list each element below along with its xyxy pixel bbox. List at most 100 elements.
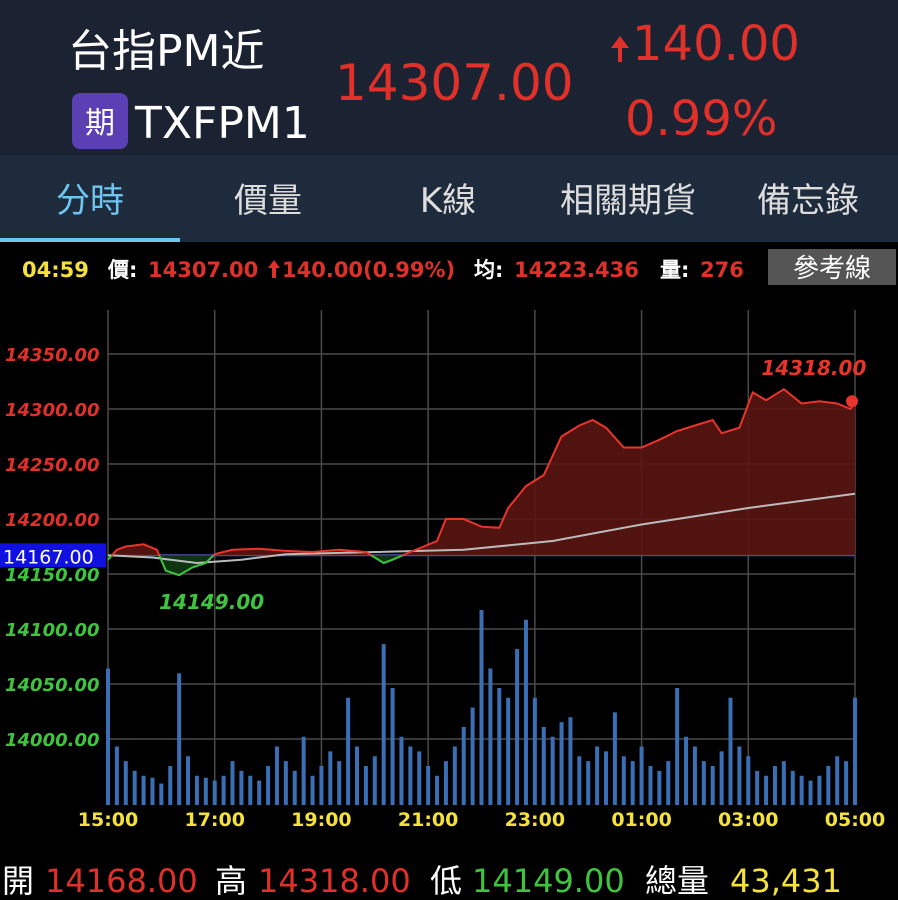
badge: 期 xyxy=(85,106,115,141)
header-bg xyxy=(0,0,898,155)
volume-bar xyxy=(781,761,786,805)
tab[interactable]: K線 xyxy=(420,181,476,221)
volume-bar xyxy=(853,697,857,805)
volume-bar xyxy=(417,751,422,805)
reference-label-bg xyxy=(0,543,106,568)
volume-bar xyxy=(141,775,146,805)
y-tick-label: 14150.00 xyxy=(5,565,100,586)
volume-bar xyxy=(550,736,555,805)
footer-label: 低 xyxy=(430,862,462,900)
price: 14307.00 xyxy=(335,54,574,112)
volume-bar xyxy=(123,761,128,805)
volume-bar xyxy=(790,770,795,805)
volume-bar xyxy=(186,756,191,805)
title: 台指PM近 xyxy=(68,26,265,77)
volume-bar xyxy=(435,775,440,805)
info-label: 價: xyxy=(107,258,137,282)
info-label: 均: xyxy=(474,258,503,282)
volume-bar xyxy=(639,746,644,805)
max-label: 14318.00 xyxy=(761,356,866,380)
volume-bar xyxy=(710,766,715,805)
footer-label: 開 xyxy=(2,862,34,900)
volume-bar xyxy=(666,761,671,805)
info-change: 140.00(0.99%) xyxy=(282,258,455,282)
badge-bg xyxy=(72,93,128,149)
volume-bar xyxy=(399,736,404,805)
volume-bar xyxy=(817,775,822,805)
volume-bar xyxy=(621,756,626,805)
volume-bar xyxy=(310,775,315,805)
info-vol: 276 xyxy=(700,258,744,282)
volume-bar xyxy=(266,766,271,805)
info-label: 量: xyxy=(660,258,689,282)
x-tick-label: 01:00 xyxy=(611,809,671,831)
volume-bar xyxy=(132,770,137,805)
volume-bar xyxy=(657,770,662,805)
volume-bar xyxy=(595,746,600,805)
volume-bar xyxy=(835,756,840,805)
volume-bar xyxy=(497,688,502,805)
x-tick-label: 23:00 xyxy=(505,809,565,831)
x-tick-label: 21:00 xyxy=(398,809,458,831)
volume-bar xyxy=(488,668,493,805)
volume-bar xyxy=(159,783,164,805)
tab-bar xyxy=(0,155,898,242)
footer-low: 14149.00 xyxy=(472,862,625,900)
volume-bar xyxy=(799,775,804,805)
volume-bar xyxy=(586,761,591,805)
volume-bar xyxy=(203,777,208,805)
volume-bar xyxy=(150,777,155,805)
tab[interactable]: 分時 xyxy=(56,181,124,221)
volume-bar xyxy=(274,746,279,805)
ref-button-bg[interactable] xyxy=(768,249,896,285)
x-tick-label: 17:00 xyxy=(184,809,244,831)
volume-bar xyxy=(194,775,199,805)
volume-bar xyxy=(319,766,324,805)
min-label: 14149.00 xyxy=(159,590,264,614)
y-tick-label: 14000.00 xyxy=(5,730,100,751)
volume-bar xyxy=(604,751,608,805)
volume-bar xyxy=(684,736,689,805)
footer-high: 14318.00 xyxy=(258,862,411,900)
info-time: 04:59 xyxy=(22,258,89,282)
volume-bar xyxy=(577,756,582,805)
volume-bar xyxy=(443,761,448,805)
volume-bar xyxy=(221,775,226,805)
volume-bar xyxy=(630,761,635,805)
volume-bar xyxy=(346,697,351,805)
volume-bar xyxy=(470,707,475,805)
volume-bar xyxy=(568,717,573,805)
volume-bar xyxy=(212,780,217,805)
x-tick-label: 05:00 xyxy=(825,809,885,831)
volume-bar xyxy=(408,746,413,805)
volume-bar xyxy=(355,746,359,805)
tab[interactable]: 備忘錄 xyxy=(757,181,859,221)
volume-bar xyxy=(372,756,377,805)
change: 140.00 xyxy=(632,16,800,72)
volume-bar xyxy=(515,649,520,805)
volume-bar xyxy=(692,746,697,805)
volume-bar xyxy=(168,766,173,805)
volume-bar xyxy=(390,688,395,805)
volume-bar xyxy=(230,761,235,805)
volume-bar xyxy=(337,761,342,805)
volume-bar xyxy=(426,766,431,805)
ref-button[interactable]: 參考線 xyxy=(793,254,871,284)
volume-bar xyxy=(283,761,288,805)
volume-bar xyxy=(239,770,244,805)
volume-bar xyxy=(764,775,769,805)
volume-bar xyxy=(541,727,546,805)
volume-bar xyxy=(292,770,297,805)
tab-underline xyxy=(0,238,180,242)
volume-bar xyxy=(114,746,119,805)
volume-bar xyxy=(701,761,706,805)
footer-label: 高 xyxy=(215,862,247,900)
x-tick-label: 03:00 xyxy=(718,809,778,831)
volume-bar xyxy=(675,688,680,805)
tab[interactable]: 相關期貨 xyxy=(560,181,696,221)
volume-bar xyxy=(737,746,742,805)
tab[interactable]: 價量 xyxy=(234,181,302,221)
chart: 14350.00 14300.00 14250.00 14200.00 14150.00… xyxy=(0,310,885,831)
volume-bar xyxy=(746,756,751,805)
